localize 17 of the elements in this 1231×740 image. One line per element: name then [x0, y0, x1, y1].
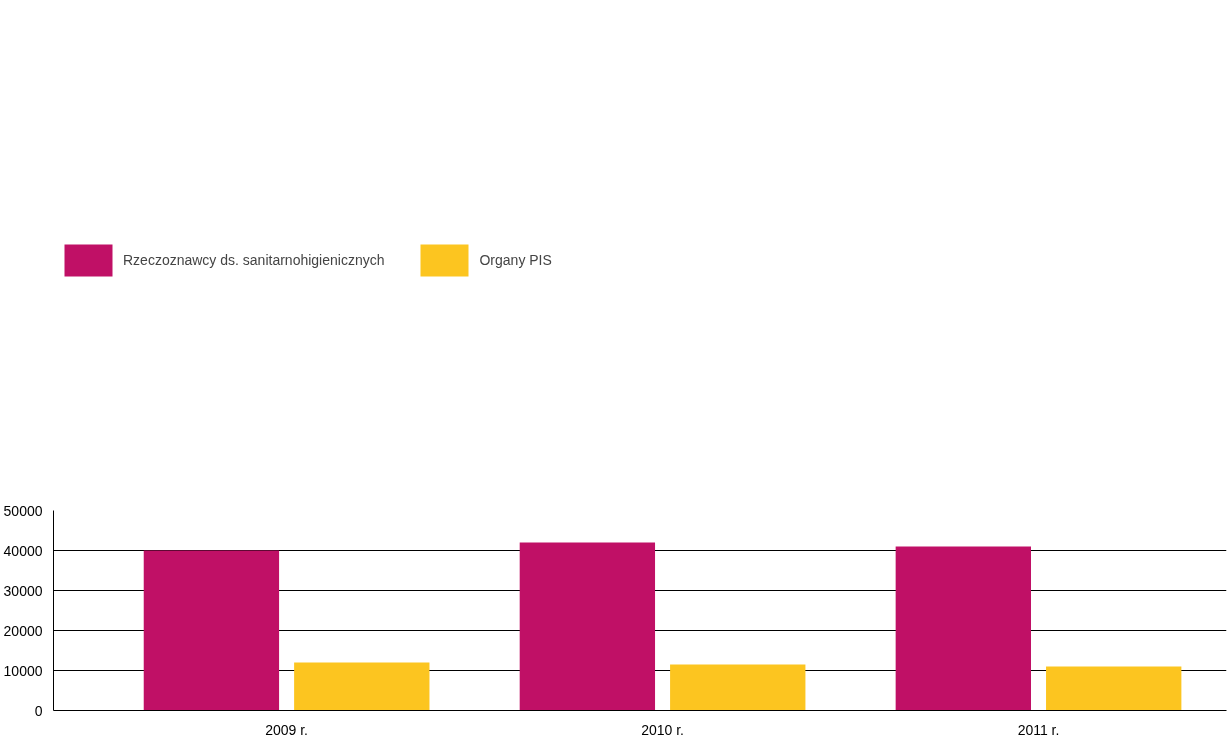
x-tick-label: 2010 r.: [641, 721, 684, 738]
y-tick-label: 50000: [3, 502, 43, 519]
x-tick-label: 2011 r.: [1017, 721, 1060, 738]
bar: [1046, 666, 1182, 711]
bar: [519, 542, 656, 711]
bar: [143, 550, 280, 711]
y-tick-label: 20000: [3, 622, 43, 639]
bar: [895, 546, 1031, 711]
legend-label: Organy PIS: [479, 251, 552, 270]
bar: [670, 664, 806, 711]
legend-label: Rzeczoznawcy ds. sanitarnohigienicznych: [123, 251, 385, 270]
y-tick-label: 10000: [3, 662, 43, 679]
y-tick-label: 30000: [3, 582, 43, 599]
y-tick-label: 40000: [3, 542, 43, 559]
x-tick-label: 2009 r.: [265, 721, 309, 738]
bar: [294, 662, 430, 711]
y-tick-label: 0: [34, 702, 43, 719]
